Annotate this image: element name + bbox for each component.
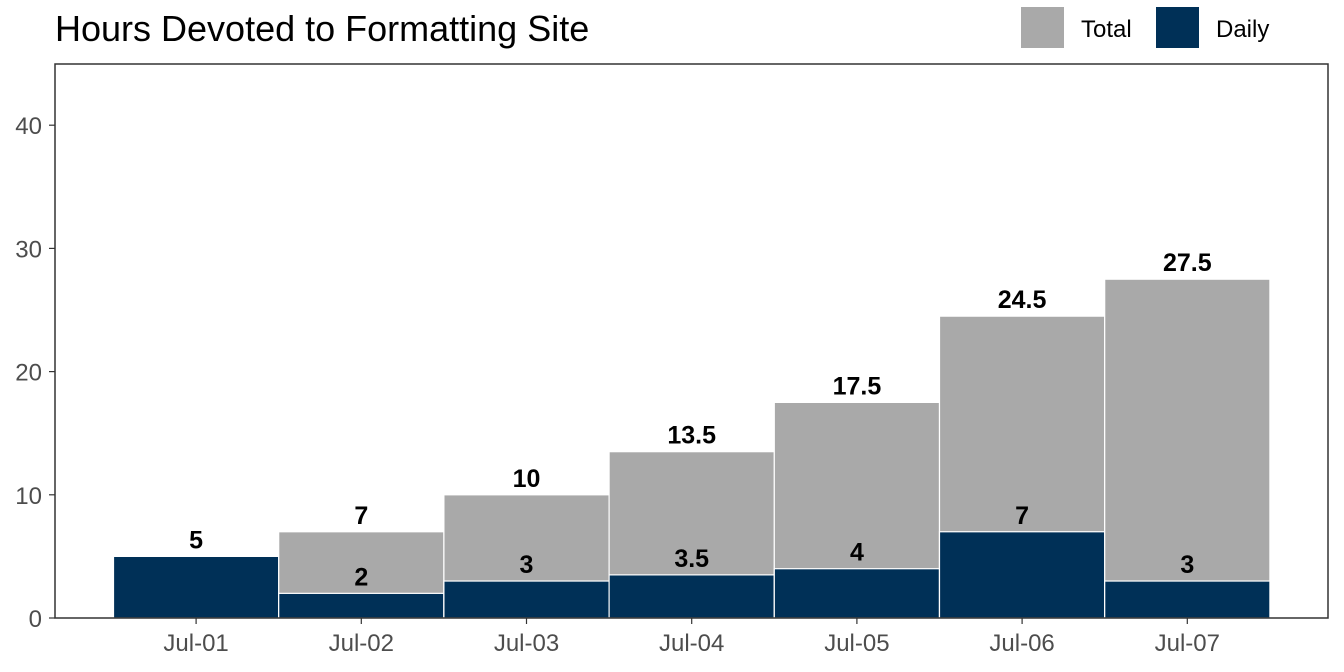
bar-label-daily: 7 xyxy=(1015,502,1029,530)
y-tick-label: 40 xyxy=(15,113,42,140)
y-tick-label: 20 xyxy=(15,360,42,387)
x-tick-label: Jul-07 xyxy=(1155,630,1220,657)
bar-label-daily: 2 xyxy=(354,563,368,591)
bar-label-total: 10 xyxy=(513,465,541,493)
y-tick-label: 0 xyxy=(29,606,42,633)
x-tick-label: Jul-03 xyxy=(494,630,559,657)
bar-label-daily: 3.5 xyxy=(674,545,709,573)
legend-key-daily xyxy=(1156,7,1199,48)
y-axis: 0 10 20 30 40 xyxy=(15,113,55,633)
bar-daily xyxy=(278,592,445,619)
bar-daily xyxy=(608,574,775,619)
bar-label-total: 17.5 xyxy=(833,372,882,400)
bar-label-daily: 4 xyxy=(850,539,864,567)
bar-label-total: 24.5 xyxy=(998,286,1047,314)
x-tick-label: Jul-04 xyxy=(659,630,724,657)
bar-daily xyxy=(443,580,610,619)
bar-total xyxy=(1104,278,1271,619)
bars xyxy=(112,278,1271,619)
x-tick-label: Jul-06 xyxy=(989,630,1054,657)
legend: Total Daily xyxy=(1021,7,1269,48)
x-tick-label: Jul-05 xyxy=(824,630,889,657)
bar-daily xyxy=(938,531,1106,619)
legend-label-total: Total xyxy=(1081,16,1132,43)
bar-label-daily: 5 xyxy=(189,526,203,554)
x-tick-label: Jul-02 xyxy=(329,630,394,657)
bar-label-daily: 3 xyxy=(520,551,534,579)
x-axis: Jul-01 Jul-02 Jul-03 Jul-04 Jul-05 Jul-06 Jul-… xyxy=(163,618,1220,657)
y-tick-label: 10 xyxy=(15,483,42,510)
bar-daily xyxy=(112,555,280,619)
bar-label-daily: 3 xyxy=(1180,551,1194,579)
x-tick-label: Jul-01 xyxy=(163,630,228,657)
bar-label-total: 27.5 xyxy=(1163,249,1212,277)
bar-daily xyxy=(773,568,941,619)
legend-key-total xyxy=(1021,7,1064,48)
chart-title: Hours Devoted to Formatting Site xyxy=(55,8,590,49)
legend-label-daily: Daily xyxy=(1216,16,1269,43)
bar-label-total: 13.5 xyxy=(667,422,716,450)
bar-labels: 5 7 2 10 3 13.5 3.5 17.5 4 24.5 7 27.5 3 xyxy=(189,249,1212,591)
bar-daily xyxy=(1104,580,1271,619)
y-tick-label: 30 xyxy=(15,236,42,263)
bar-label-total: 7 xyxy=(354,502,368,530)
